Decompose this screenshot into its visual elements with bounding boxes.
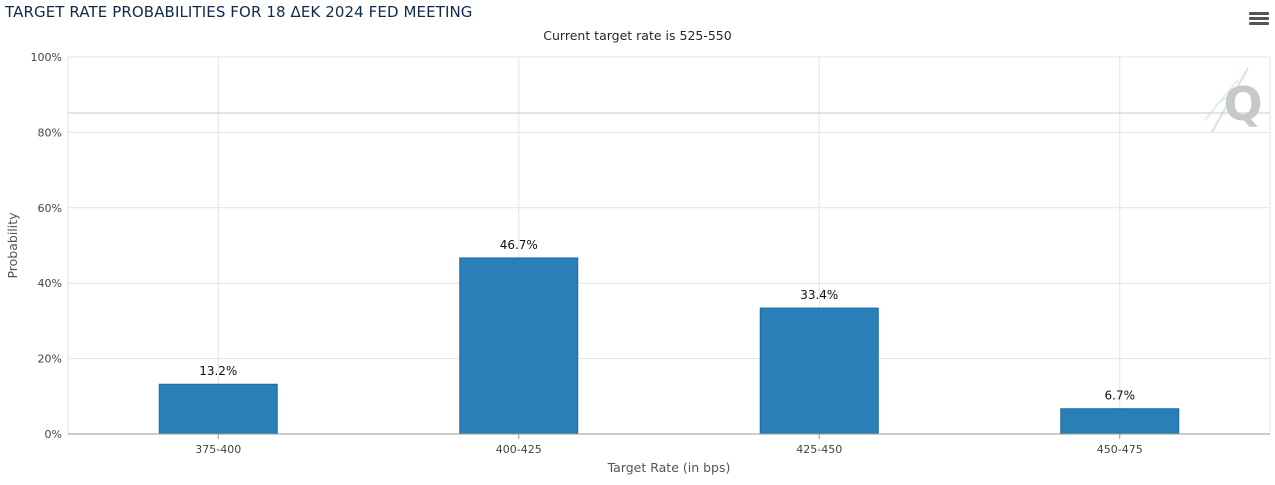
y-tick-label: 100% <box>31 51 62 64</box>
y-axis-ticks: 0% 20% 40% 60% 80% 100% <box>31 51 62 441</box>
x-tick-label: 425-450 <box>796 443 842 456</box>
x-axis-title: Target Rate (in bps) <box>607 460 731 475</box>
y-axis-title: Probability <box>5 212 20 279</box>
bars <box>158 257 1180 435</box>
bar-425-450[interactable] <box>759 307 879 435</box>
x-tick-label: 450-475 <box>1097 443 1143 456</box>
hamburger-menu-icon[interactable] <box>1249 12 1269 28</box>
data-label: 13.2% <box>199 364 237 378</box>
quikstrike-watermark: Q <box>1204 67 1263 133</box>
chart-title: TARGET RATE PROBABILITIES FOR 18 ΔΕΚ 202… <box>5 3 473 21</box>
data-label: 46.7% <box>500 238 538 252</box>
data-label: 33.4% <box>800 288 838 302</box>
bar-375-400[interactable] <box>158 383 278 435</box>
x-tick-label: 400-425 <box>496 443 542 456</box>
y-tick-label: 0% <box>45 428 62 441</box>
bar-450-475[interactable] <box>1060 408 1180 435</box>
y-tick-label: 80% <box>38 126 62 139</box>
gridlines <box>67 56 1271 435</box>
y-tick-label: 20% <box>38 353 62 366</box>
data-labels: 13.2% 46.7% 33.4% 6.7% <box>199 238 1135 403</box>
x-axis-ticks: 375-400 400-425 425-450 450-475 <box>195 434 1143 456</box>
y-tick-label: 40% <box>38 277 62 290</box>
bar-400-425[interactable] <box>459 257 579 435</box>
data-label: 6.7% <box>1105 389 1136 403</box>
x-tick-label: 375-400 <box>195 443 241 456</box>
y-tick-label: 60% <box>38 202 62 215</box>
watermark-letter: Q <box>1223 77 1262 131</box>
chart-subtitle: Current target rate is 525-550 <box>543 28 732 43</box>
